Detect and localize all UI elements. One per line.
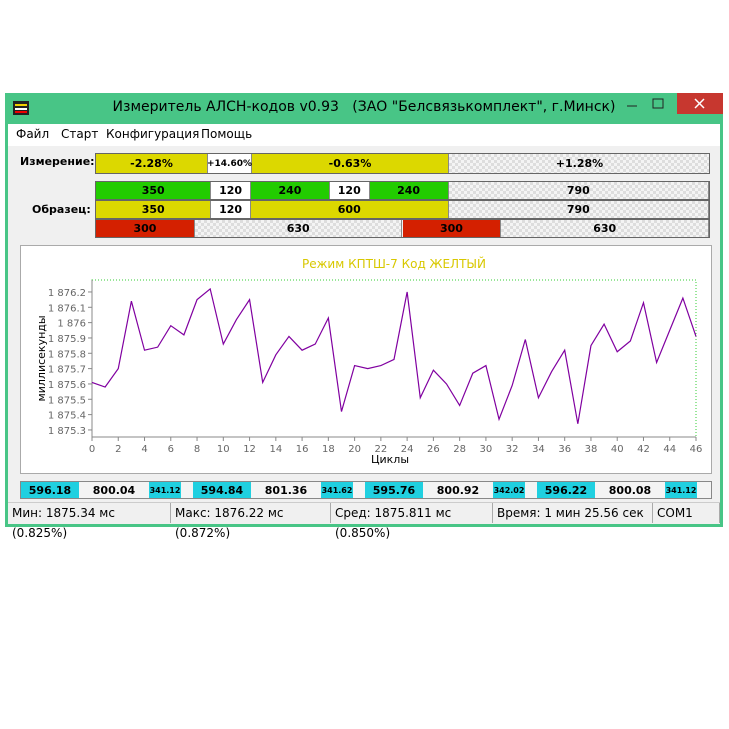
status-field: COM1 <box>653 503 720 523</box>
sample-label: Образец: <box>32 203 91 216</box>
x-tick-label: 38 <box>585 444 598 455</box>
sample-row: 350 120 600 790 <box>95 200 710 219</box>
y-tick-label: 1 875.7 <box>48 365 86 376</box>
x-tick-label: 42 <box>637 444 650 455</box>
sample-row: 300 630 300 630 <box>95 219 710 238</box>
sample-segment: 790 <box>448 201 709 218</box>
menu-item[interactable]: Старт <box>61 127 99 141</box>
measurement-label: Измерение: <box>20 155 95 168</box>
measurement-segment: -0.63% <box>252 154 449 173</box>
status-bar: Мин: 1875.34 мс (0.825%) Макс: 1876.22 мс… <box>8 502 720 540</box>
reading: 594.84 <box>193 482 251 498</box>
sample-segment: 300 <box>96 220 195 237</box>
chart: Режим КПТШ-7 Код ЖЕЛТЫЙ 1 875.3 1 875.4 1 8… <box>35 256 703 466</box>
app-icon <box>13 101 29 115</box>
sample-segment: 350 <box>96 201 212 218</box>
measurement-segment: -2.28% <box>96 154 208 173</box>
x-tick-label: 28 <box>453 444 466 455</box>
sample-segment: 630 <box>194 220 403 237</box>
measurement-segment: +1.28% <box>449 154 709 173</box>
reading: 341.12 <box>665 482 697 498</box>
sample-segment: 600 <box>250 201 449 218</box>
y-tick-label: 1 875.6 <box>48 380 86 391</box>
x-tick-label: 10 <box>217 444 230 455</box>
x-tick-label: 22 <box>375 444 388 455</box>
window-controls[interactable] <box>617 93 723 115</box>
data-line <box>91 287 697 424</box>
x-tick-label: 36 <box>558 444 571 455</box>
x-tick-label: 12 <box>243 444 256 455</box>
x-tick-label: 46 <box>690 444 703 455</box>
y-axis-label: миллисекунды <box>35 315 48 401</box>
x-tick-label: 0 <box>89 444 95 455</box>
y-tick-label: 1 876.2 <box>48 288 86 299</box>
reading: 342.02 <box>493 482 525 498</box>
menu-item[interactable]: Помощь <box>201 127 253 141</box>
y-tick-label: 1 876 <box>57 319 86 330</box>
y-tick-label: 1 875.8 <box>48 349 86 360</box>
x-tick-label: 14 <box>269 444 282 455</box>
y-tick-label: 1 875.3 <box>48 426 86 437</box>
reading: 341.62 <box>321 482 353 498</box>
x-tick-label: 32 <box>506 444 519 455</box>
x-tick-label: 2 <box>115 444 121 455</box>
menu-item[interactable]: Файл <box>16 127 50 141</box>
menu-bar: Файл Старт Конфигурация Помощь <box>8 124 720 146</box>
sample-segment: 120 <box>329 182 370 199</box>
reading: 800.04 <box>79 482 149 498</box>
x-tick-label: 20 <box>348 444 361 455</box>
x-tick-label: 6 <box>168 444 174 455</box>
reading: 596.22 <box>537 482 595 498</box>
sample-row: 350 120 240 120 240 790 <box>95 181 710 200</box>
status-field: Макс: 1876.22 мс (0.872%) <box>171 503 331 540</box>
sample-segment: 240 <box>250 182 330 199</box>
menu-item[interactable]: Конфигурация <box>106 127 200 141</box>
sample-segment: 120 <box>211 201 251 218</box>
status-field: Мин: 1875.34 мс (0.825%) <box>8 503 171 540</box>
sample-segment: 300 <box>402 220 502 237</box>
reading: 801.36 <box>251 482 321 498</box>
sample-segment: 790 <box>448 182 709 199</box>
measurement-bar: -2.28% +14.60% -0.63% +1.28% <box>95 153 710 174</box>
x-tick-label: 4 <box>141 444 147 455</box>
x-tick-label: 18 <box>322 444 335 455</box>
x-tick-label: 8 <box>194 444 200 455</box>
x-tick-label: 44 <box>663 444 676 455</box>
x-tick-label: 26 <box>427 444 440 455</box>
x-tick-label: 16 <box>296 444 309 455</box>
x-tick-label: 30 <box>480 444 493 455</box>
chart-title: Режим КПТШ-7 Код ЖЕЛТЫЙ <box>302 256 486 271</box>
sample-segment: 630 <box>501 220 709 237</box>
status-field: Сред: 1875.811 мс (0.850%) <box>331 503 493 540</box>
sample-segment: 120 <box>211 182 251 199</box>
reading: 800.92 <box>423 482 493 498</box>
chart-panel: Режим КПТШ-7 Код ЖЕЛТЫЙ 1 875.3 1 875.4 1 8… <box>20 245 712 474</box>
x-tick-label: 40 <box>611 444 624 455</box>
readings-bar: 596.18 800.04 341.12 594.84 801.36 341.62 595.… <box>20 481 712 499</box>
window: Измеритель АЛСН-кодов v0.93 (ЗАО "Белсвя… <box>5 93 723 540</box>
sample-segment: 240 <box>369 182 449 199</box>
status-field: Время: 1 мин 25.56 сек <box>493 503 653 523</box>
x-tick-label: 24 <box>401 444 414 455</box>
y-tick-label: 1 875.9 <box>48 334 86 345</box>
reading: 800.08 <box>595 482 665 498</box>
reading: 596.18 <box>21 482 79 498</box>
reading: 341.12 <box>149 482 181 498</box>
sample-segment: 350 <box>96 182 212 199</box>
reading: 595.76 <box>365 482 423 498</box>
client-area: Файл Старт Конфигурация Помощь Измерение: -… <box>8 124 720 540</box>
y-tick-label: 1 875.4 <box>48 411 86 422</box>
x-axis-label: Циклы <box>371 453 409 466</box>
window-title: Измеритель АЛСН-кодов v0.93 (ЗАО "Белсвя… <box>112 99 616 115</box>
x-tick-label: 34 <box>532 444 545 455</box>
measurement-segment: +14.60% <box>207 154 252 173</box>
y-tick-label: 1 875.5 <box>48 395 86 406</box>
y-tick-label: 1 876.1 <box>48 303 86 314</box>
